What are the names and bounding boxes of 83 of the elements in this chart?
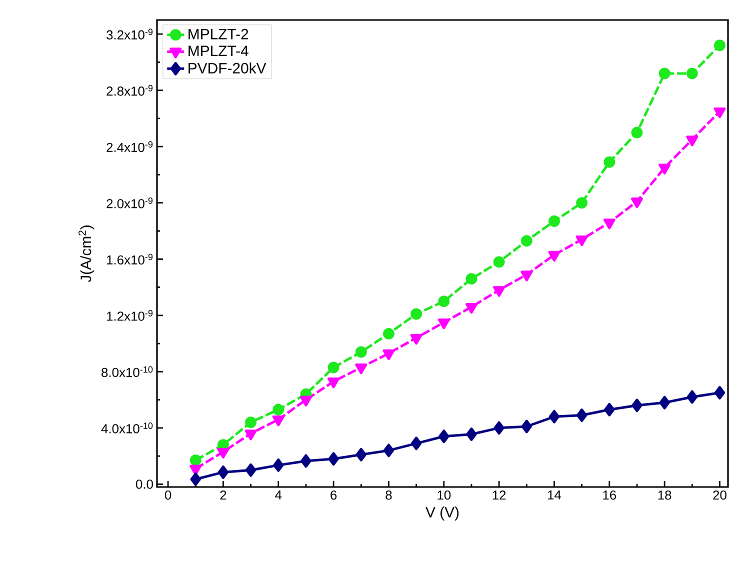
point	[604, 402, 615, 416]
point	[272, 404, 284, 416]
y-tick-label: 2.4x10$^{-9}$	[106, 141, 153, 152]
point	[328, 362, 340, 374]
legend-label: PVDF-20kV	[188, 62, 266, 74]
point	[576, 408, 588, 422]
point	[438, 296, 450, 308]
x-tick-label: 2	[220, 490, 226, 500]
y-tick-label: 2.8x10$^{-9}$	[106, 84, 153, 96]
point	[548, 250, 560, 262]
point	[410, 436, 422, 450]
x-tick-label: 4	[275, 490, 282, 500]
point	[410, 308, 422, 320]
point	[190, 464, 202, 476]
point	[300, 454, 312, 468]
point	[217, 448, 230, 459]
point	[548, 215, 560, 227]
point	[356, 448, 366, 462]
point	[273, 458, 284, 472]
x-axis-title: V (V)	[426, 506, 459, 520]
point	[355, 346, 367, 358]
legend-label: MPLZT-4	[188, 46, 248, 56]
point	[382, 328, 394, 340]
point	[630, 197, 643, 208]
x-tick-label: 20	[713, 490, 726, 500]
x-tick-label: 16	[603, 490, 616, 500]
x-tick-label: 14	[548, 490, 562, 500]
point	[466, 428, 477, 441]
point	[438, 430, 450, 444]
y-tick-label: 3.2x10$^{-9}$	[106, 28, 153, 40]
point	[603, 218, 616, 230]
point	[438, 318, 450, 330]
point	[604, 156, 616, 168]
point	[218, 466, 229, 479]
point	[632, 398, 642, 412]
point	[659, 396, 670, 410]
point	[494, 421, 504, 435]
point	[272, 415, 284, 426]
point	[714, 107, 726, 118]
point	[300, 396, 312, 407]
y-tick-label: 0.0	[136, 480, 153, 489]
point	[686, 390, 698, 404]
y-axis-title: J(A/cm$^{2}$)	[78, 226, 94, 282]
point	[714, 40, 726, 52]
point	[521, 420, 532, 434]
point	[382, 349, 395, 360]
point	[383, 444, 394, 458]
point	[245, 416, 257, 428]
point	[520, 270, 533, 282]
point	[576, 235, 588, 246]
point	[410, 334, 422, 345]
x-tick-label: 8	[386, 490, 392, 500]
point	[244, 430, 257, 440]
point	[355, 363, 368, 374]
point	[328, 452, 339, 466]
x-tick-label: 18	[658, 490, 672, 500]
point	[548, 410, 560, 424]
y-tick-label: 1.2x10$^{-9}$	[107, 310, 153, 321]
point	[493, 256, 505, 268]
point	[465, 302, 478, 314]
point	[686, 68, 698, 80]
x-tick-label: 0	[164, 490, 172, 500]
point	[245, 463, 256, 477]
point	[631, 126, 643, 138]
y-tick-label: 4.0x10$^{-10}$	[101, 422, 153, 434]
y-tick-label: 1.6x10$^{-9}$	[107, 254, 153, 265]
y-tick-label: 2.0x10$^{-9}$	[106, 197, 153, 208]
y-tick-label: 8.0x10$^{-10}$	[102, 366, 153, 378]
point	[658, 68, 670, 80]
point	[658, 164, 671, 174]
point	[328, 378, 340, 388]
point	[520, 235, 532, 247]
point	[190, 454, 202, 466]
point	[493, 286, 506, 297]
x-tick-label: 10	[438, 490, 451, 500]
point	[686, 136, 698, 146]
point	[714, 386, 726, 400]
x-tick-label: 12	[492, 490, 506, 500]
x-tick-label: 6	[330, 490, 337, 500]
point	[466, 273, 478, 285]
legend-label: MPLZT-2	[188, 28, 248, 40]
point	[576, 197, 588, 209]
point	[190, 472, 201, 486]
